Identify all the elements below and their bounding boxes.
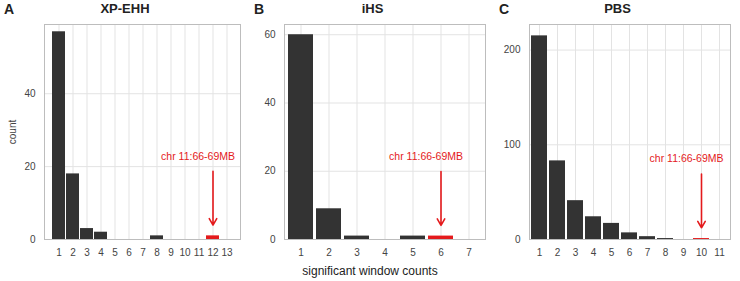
html-text:XP-EHH: XP-EHH [100, 1, 150, 16]
svg-text:5: 5 [410, 247, 416, 258]
html-text:C: C [499, 1, 510, 17]
svg-text:40: 40 [24, 88, 36, 99]
svg-text:200: 200 [504, 44, 521, 55]
svg-text:12: 12 [207, 247, 219, 258]
svg-text:0: 0 [30, 234, 36, 245]
svg-text:10: 10 [179, 247, 191, 258]
html-text:significant window counts: significant window counts [302, 264, 438, 278]
svg-text:100: 100 [504, 139, 521, 150]
svg-text:4: 4 [98, 247, 104, 258]
svg-text:chr 11:66-69MB: chr 11:66-69MB [389, 150, 463, 162]
svg-text:2: 2 [326, 247, 332, 258]
svg-text:11: 11 [194, 247, 205, 258]
svg-text:1: 1 [537, 247, 543, 258]
svg-text:20: 20 [264, 165, 276, 176]
svg-text:3: 3 [84, 247, 90, 258]
svg-text:4: 4 [382, 247, 388, 258]
svg-text:3: 3 [573, 247, 579, 258]
svg-text:6: 6 [438, 247, 444, 258]
svg-text:11: 11 [714, 247, 725, 258]
svg-text:8: 8 [154, 247, 160, 258]
svg-text:0: 0 [515, 234, 521, 245]
html-text:A: A [4, 1, 15, 17]
svg-text:60: 60 [264, 29, 276, 40]
svg-text:40: 40 [264, 97, 276, 108]
svg-text:10: 10 [696, 247, 708, 258]
svg-text:8: 8 [663, 247, 669, 258]
svg-text:0: 0 [270, 234, 276, 245]
svg-text:7: 7 [466, 247, 472, 258]
svg-text:4: 4 [591, 247, 597, 258]
svg-text:5: 5 [112, 247, 118, 258]
svg-text:7: 7 [140, 247, 146, 258]
html-text:PBS: PBS [604, 1, 631, 16]
svg-text:2: 2 [70, 247, 76, 258]
html-text:B: B [254, 1, 265, 17]
svg-text:7: 7 [645, 247, 651, 258]
svg-text:chr 11:66-69MB: chr 11:66-69MB [161, 150, 235, 162]
svg-text:6: 6 [126, 247, 132, 258]
svg-text:20: 20 [24, 161, 36, 172]
svg-text:13: 13 [221, 247, 233, 258]
svg-text:5: 5 [609, 247, 615, 258]
svg-text:1: 1 [56, 247, 62, 258]
svg-text:9: 9 [681, 247, 687, 258]
svg-text:2: 2 [555, 247, 561, 258]
svg-text:3: 3 [354, 247, 360, 258]
html-text:iHS: iHS [361, 1, 384, 16]
svg-text:count: count [7, 120, 18, 145]
svg-text:6: 6 [627, 247, 633, 258]
svg-text:1: 1 [298, 247, 304, 258]
svg-text:9: 9 [168, 247, 174, 258]
svg-text:chr 11:66-69MB: chr 11:66-69MB [650, 152, 724, 164]
